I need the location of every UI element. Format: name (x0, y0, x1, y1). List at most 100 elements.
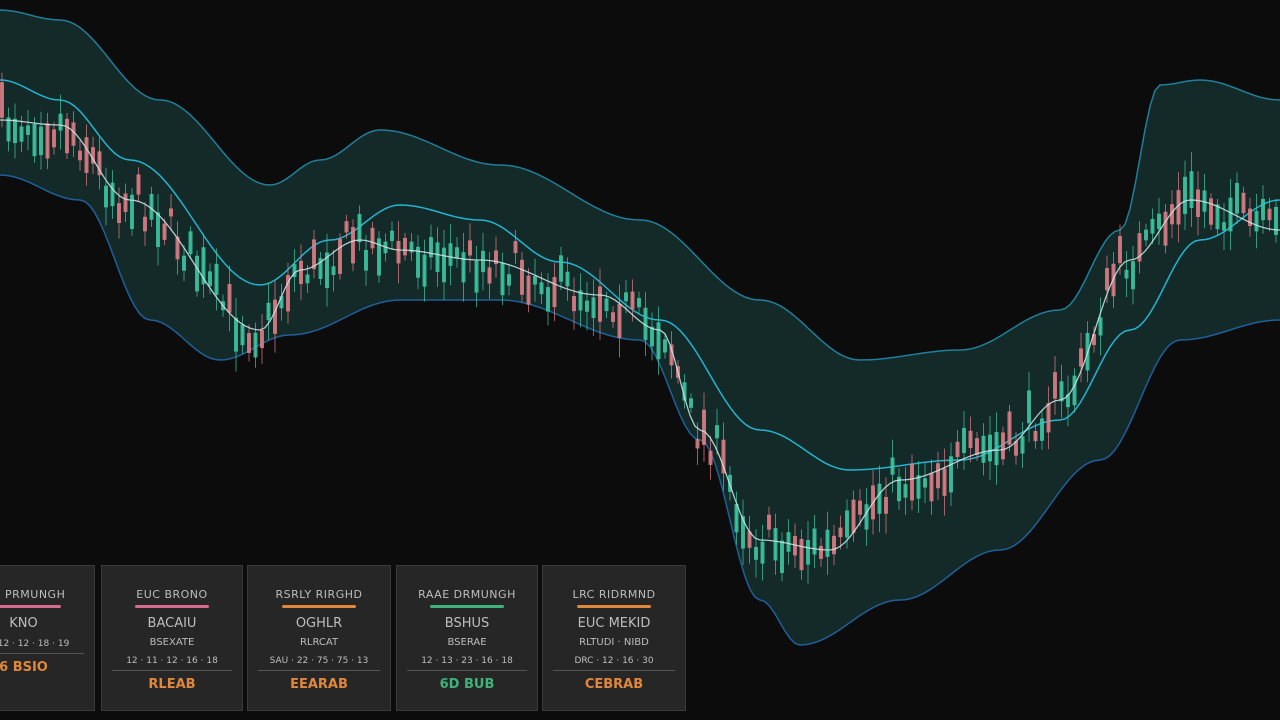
candle-body (32, 123, 37, 157)
candle-body (474, 260, 479, 293)
card-detail: BSEXATE (149, 637, 195, 648)
candle-body (494, 250, 498, 265)
candle-body (689, 398, 693, 408)
candle-body (695, 439, 700, 449)
candle-body (338, 238, 342, 274)
candle-body (1170, 204, 1174, 225)
candle-body (1202, 190, 1207, 212)
candle-body (903, 484, 908, 498)
candle-body (838, 527, 843, 538)
candle-body (520, 259, 524, 295)
candle-body (273, 299, 277, 334)
card-detail: RLRCAT (299, 637, 339, 648)
candle-body (851, 499, 856, 533)
candle-body (13, 118, 17, 144)
candle-body (1079, 348, 1083, 367)
card-stats: 12 · 12 · 12 · 18 · 19 (0, 639, 84, 654)
candle-body (481, 250, 485, 273)
candle-body (1066, 394, 1070, 408)
card-stats: DRC · 12 · 16 · 30 (553, 656, 675, 671)
candle-body (416, 246, 420, 278)
candle-body (799, 538, 804, 571)
candle-body (65, 118, 69, 154)
candle-body (52, 129, 56, 148)
candle-body (1059, 381, 1064, 402)
candle-body (812, 528, 817, 555)
candle-body (364, 249, 368, 271)
candle-body (864, 504, 869, 530)
candle-body (936, 463, 940, 489)
candle-body (370, 227, 375, 249)
candle-body (513, 241, 518, 254)
candle-body (533, 276, 537, 285)
candle-body (1157, 213, 1161, 230)
candle-body (1261, 198, 1265, 221)
candle-body (468, 240, 472, 256)
candle-body (1020, 436, 1025, 454)
candle-body (747, 531, 752, 548)
candle-body (884, 497, 888, 514)
candle-body (409, 241, 414, 253)
candle-body (500, 262, 505, 296)
summary-card: RSRLY RIRGHD OGHLR RLRCAT SAU · 22 · 75 · 7… (247, 565, 391, 711)
candle-body (1131, 261, 1135, 290)
card-title: LRC RIDRMND (572, 588, 656, 601)
candle-body (526, 275, 531, 305)
candle-body (195, 255, 199, 292)
candle-body (650, 326, 654, 347)
candle-body (201, 247, 206, 285)
candle-body (1248, 208, 1252, 227)
candle-body (390, 230, 394, 242)
candle-body (169, 208, 173, 217)
candle-body (955, 441, 960, 458)
candle-body (487, 267, 492, 284)
candle-body (130, 194, 134, 230)
candle-body (1001, 432, 1005, 460)
candle-body (1196, 189, 1200, 218)
candle-body (1007, 411, 1012, 445)
candle-body (708, 450, 713, 465)
candle-body (832, 535, 836, 555)
band-area (0, 10, 1280, 645)
candle-body (825, 529, 830, 557)
candle-body (585, 300, 589, 312)
candle-body (741, 516, 745, 549)
candle-body (916, 475, 921, 499)
candle-body (299, 260, 303, 285)
candle-body (188, 231, 193, 255)
band-upper (0, 9, 1280, 361)
candle-body (136, 174, 141, 195)
candle-body (1027, 390, 1031, 424)
candle-body (754, 546, 758, 560)
candle-body (760, 541, 765, 564)
candle-body (279, 296, 284, 309)
candle-body (396, 241, 401, 264)
candle-body (981, 435, 986, 463)
candle-body (819, 546, 823, 559)
candle-body (942, 468, 947, 496)
candle-body (26, 125, 30, 135)
summary-card: LRC RIDRMND EUC MEKID RLTUDI · NIBD DRC · 1… (542, 565, 686, 711)
summary-card: RSI PRMUNGH KNO 12 · 12 · 12 · 18 · 19 6 BS… (0, 565, 95, 711)
candle-body (988, 434, 992, 462)
card-title: EUC BRONO (136, 588, 208, 601)
candle-body (897, 476, 901, 502)
card-underline (282, 605, 356, 608)
candle-body (858, 500, 862, 515)
candle-body (1183, 176, 1187, 214)
candle-body (1228, 197, 1233, 232)
candle-body (624, 292, 628, 302)
candle-body (305, 274, 310, 284)
candle-body (877, 483, 882, 514)
candle-body (123, 193, 128, 212)
candle-body (286, 275, 290, 312)
candle-body (734, 503, 739, 533)
candle-body (663, 339, 667, 353)
candle-body (565, 271, 570, 287)
card-subtitle: EUC MEKID (577, 616, 651, 631)
candle-body (1209, 198, 1213, 225)
candle-body (156, 212, 160, 248)
candle-body (292, 264, 297, 278)
candle-body (773, 528, 778, 561)
